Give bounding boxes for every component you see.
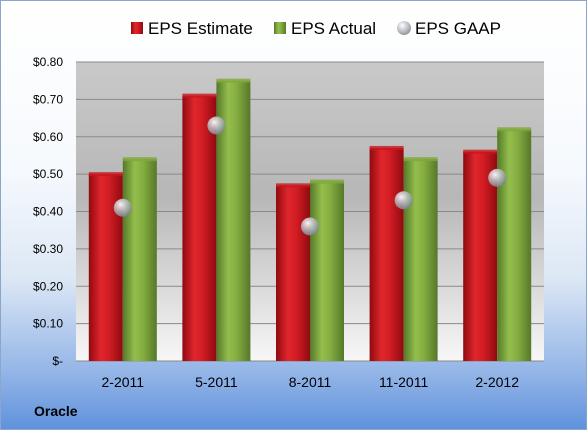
x-tick-label: 11-2011: [379, 374, 429, 390]
bar-top-cap: [88, 172, 123, 177]
x-tick-label: 2-2012: [475, 374, 519, 390]
legend-label: EPS Actual: [291, 19, 376, 38]
bar-eps-estimate: [182, 95, 217, 361]
bar-top-cap: [122, 157, 157, 162]
bar-eps-estimate: [369, 147, 404, 361]
marker-eps-gaap: [301, 217, 319, 236]
bar-top-cap: [276, 183, 310, 188]
bar-top-cap: [182, 93, 217, 98]
bar-eps-estimate: [463, 151, 498, 361]
legend-label: EPS GAAP: [415, 19, 501, 38]
x-axis-tick-labels: 2-2011 5-2011 8-2011 11-2011 2-2012: [102, 374, 520, 390]
marker-eps-gaap: [113, 198, 132, 217]
legend-swatch: [274, 22, 286, 34]
bar-eps-estimate: [276, 185, 310, 361]
legend-marker: [397, 21, 411, 35]
bar-top-cap: [369, 145, 404, 150]
marker-eps-gaap: [488, 168, 507, 187]
y-tick-label: $0.50: [33, 167, 63, 181]
y-tick-label: $0.30: [33, 242, 63, 256]
bar-eps-actual: [403, 159, 438, 361]
y-tick-label: $0.10: [33, 317, 63, 331]
bar-eps-actual: [310, 181, 344, 361]
legend-swatch: [131, 22, 143, 34]
bar-top-cap: [403, 157, 438, 162]
marker-eps-gaap: [207, 116, 226, 135]
bar-eps-actual: [122, 159, 157, 361]
y-tick-label: $0.80: [33, 55, 63, 69]
company-name: Oracle: [34, 403, 78, 419]
y-tick-label: $0.20: [33, 279, 63, 293]
marker-eps-gaap: [394, 191, 413, 210]
y-tick-label: $-: [52, 354, 63, 368]
x-tick-label: 8-2011: [289, 374, 332, 390]
legend: EPS Estimate EPS Actual EPS GAAP: [131, 19, 501, 38]
y-tick-label: $0.70: [33, 92, 63, 106]
y-tick-label: $0.60: [33, 130, 63, 144]
y-axis-tick-labels: $- $0.10 $0.20 $0.30 $0.40 $0.50 $0.60 $0.70 $0.…: [33, 55, 63, 368]
bar-eps-actual: [497, 129, 532, 361]
gaap-markers: [113, 116, 507, 236]
bar-top-cap: [216, 78, 251, 83]
bar-top-cap: [497, 127, 532, 132]
legend-label: EPS Estimate: [148, 19, 253, 38]
bars: [88, 78, 532, 361]
x-tick-label: 5-2011: [195, 374, 238, 390]
x-tick-label: 2-2011: [102, 374, 145, 390]
bar-top-cap: [463, 149, 498, 154]
bar-top-cap: [310, 179, 344, 184]
y-tick-label: $0.40: [33, 205, 63, 219]
